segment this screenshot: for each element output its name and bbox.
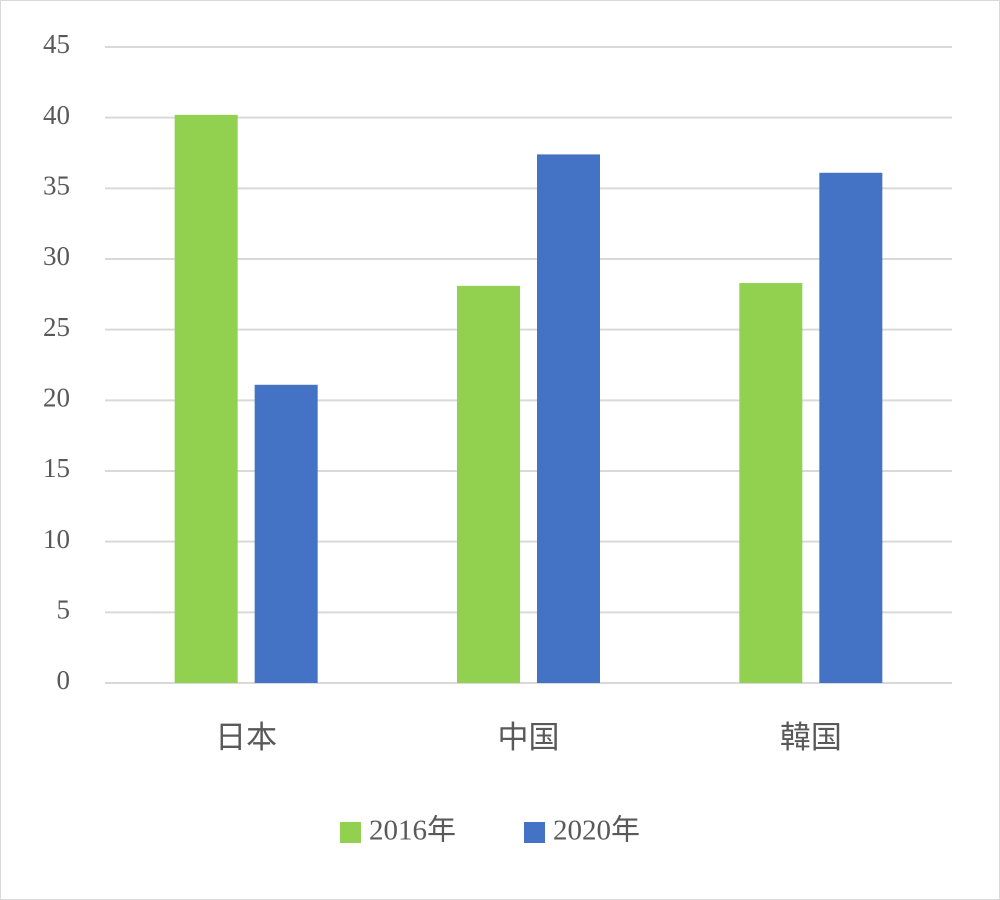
y-tick-label: 20 (43, 383, 70, 413)
y-tick-label: 45 (43, 29, 70, 59)
bar (819, 172, 883, 683)
bar (254, 384, 318, 683)
x-tick-label: 日本 (215, 720, 277, 755)
y-tick-label: 15 (43, 453, 70, 483)
y-tick-label: 25 (43, 312, 70, 342)
bar (174, 114, 238, 684)
y-tick-label: 40 (43, 100, 70, 130)
y-tick-label: 0 (57, 665, 71, 695)
x-tick-label: 韓国 (780, 720, 842, 755)
legend-label: 2016年 (369, 814, 456, 847)
bar (739, 283, 803, 683)
y-tick-label: 35 (43, 171, 70, 201)
bar (457, 285, 520, 683)
legend-swatch (340, 822, 361, 843)
bar (537, 154, 600, 683)
y-tick-label: 5 (57, 595, 71, 625)
legend-swatch (524, 822, 545, 843)
y-tick-label: 30 (43, 241, 70, 271)
x-tick-label: 中国 (498, 720, 560, 755)
legend-label: 2020年 (553, 814, 640, 847)
y-tick-label: 10 (43, 524, 70, 554)
